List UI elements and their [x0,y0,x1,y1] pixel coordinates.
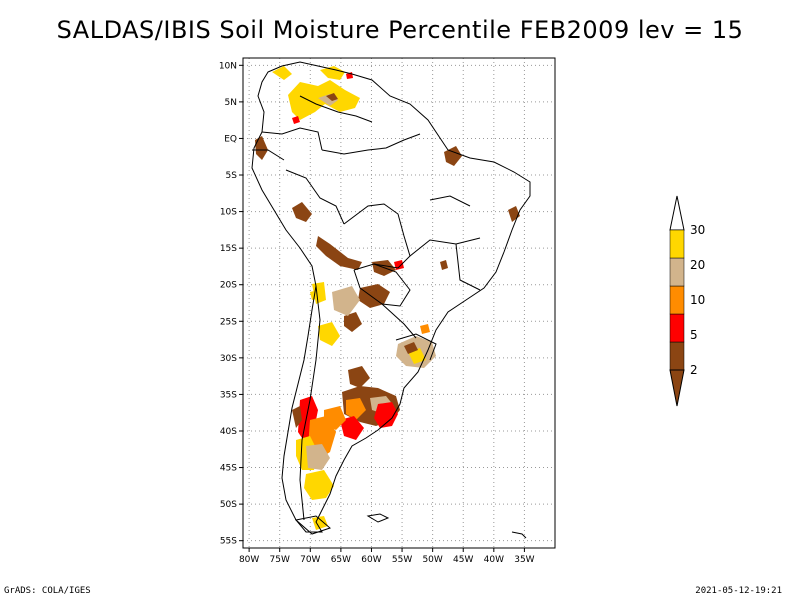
colorbar-label: 5 [690,328,698,342]
colorbar-label: 2 [690,363,698,377]
lat-tick-label: 35S [220,390,237,400]
colorbar-bin [669,313,685,343]
tierra-del-fuego [294,515,331,535]
patch-red-andes-south [298,396,318,444]
patch-brown-ne [444,146,462,166]
colorbar-bin [669,285,685,315]
patch-brown-andes-south [292,406,302,428]
colorbar-top-arrow [669,195,685,231]
patch-red-lapampa [340,416,364,440]
color-bar: 2 5 10 20 30 [669,195,705,407]
colorbar-bins [669,229,685,371]
border-uruguay [395,333,437,361]
border-argentina-north [353,269,417,339]
lat-tick-label: 45S [220,464,237,474]
south-america-coast [251,61,531,533]
lat-tick-label: 40S [220,427,237,437]
lon-tick-label: 80W [239,555,259,565]
border-peru [285,169,345,225]
lat-tick-label: 5S [226,171,238,181]
lat-tick-label: 30S [220,354,237,364]
lat-tick-label: 15S [220,244,237,254]
lon-tick-label: 60W [361,555,381,565]
border-colombia [261,127,323,151]
lat-tick-label: 50S [220,500,237,510]
patch-brown-bolivia [316,236,362,270]
lon-tick-label: 50W [422,555,442,565]
patch-yellow-santacruz [304,470,334,500]
border-brazil-states [409,195,481,291]
patch-brown-andes [255,136,268,160]
lon-tick-label: 65W [331,555,351,565]
map-title: SALDAS/IBIS Soil Moisture Percentile FEB… [56,16,744,44]
patch-brown-north [326,93,338,101]
patch-brown-se [440,260,448,270]
lat-tick-label: EQ [224,134,237,144]
lon-tick-label: 55W [392,555,412,565]
border-paraguay [373,263,411,307]
lon-tick-label: 35W [514,555,534,565]
map-panel: 10N5NEQ5S10S15S20S25S30S35S40S45S50S55S … [219,57,556,565]
colorbar-label: 20 [690,258,705,272]
map-frame [242,57,556,549]
patch-brown-pampa [348,366,370,388]
footer-timestamp: 2021-05-12-19:21 [695,586,782,596]
border-bolivia [343,203,411,271]
footer-software: GrADS: COLA/IGES [4,586,91,596]
patch-red-ba [374,402,398,428]
patch-yellow-north-2 [320,66,345,80]
lat-tick-label: 5N [225,98,237,108]
patch-brown-peru [292,202,312,222]
lon-tick-label: 75W [270,555,290,565]
border-ecuador [252,149,285,161]
lat-tick-label: 20S [220,281,237,291]
patch-orange-ba [346,398,366,420]
coastline-outline [251,61,531,539]
longitude-labels: 80W 75W 70W 65W 60W 55W 50W 45W 40W 35W [239,548,535,565]
lat-tick-label: 25S [220,317,237,327]
border-venezuela [299,95,373,123]
south-georgia [511,531,527,539]
lon-tick-label: 40W [484,555,504,565]
patch-brown-mid [344,312,362,332]
patch-tan-patagonia [306,444,330,470]
patch-yellow-cordoba [318,322,340,346]
lon-tick-label: 70W [300,555,320,565]
latitude-labels: 10N 5N EQ 5S 10S 15S 20S 25S 30S 35S 40S 45S 50S 55S [219,61,243,547]
patch-yellow-tierra [312,516,328,530]
patch-brown-uruguay [404,342,418,354]
patch-red-north [292,116,300,124]
lat-tick-label: 10S [220,208,237,218]
border-brazil-north [321,133,421,155]
soil-moisture-patches [255,66,520,530]
patch-tan-chaco [332,286,360,316]
patch-yellow-north-3 [272,66,292,80]
colorbar-label: 30 [690,223,705,237]
colorbar-label: 10 [690,293,705,307]
lat-tick-label: 55S [220,537,237,547]
map-background [243,58,555,548]
colorbar-labels: 2 5 10 20 30 [690,223,705,377]
colorbar-bin [669,257,685,287]
patch-brown-chaco [358,284,390,308]
patch-orange-se [420,324,430,334]
border-chile-argentina [299,285,321,521]
lat-tick-label: 10N [219,61,237,71]
lon-tick-label: 45W [453,555,473,565]
colorbar-bin [669,341,685,371]
colorbar-bottom-arrow [669,369,685,407]
falklands [366,513,390,523]
colorbar-bin [669,229,685,259]
